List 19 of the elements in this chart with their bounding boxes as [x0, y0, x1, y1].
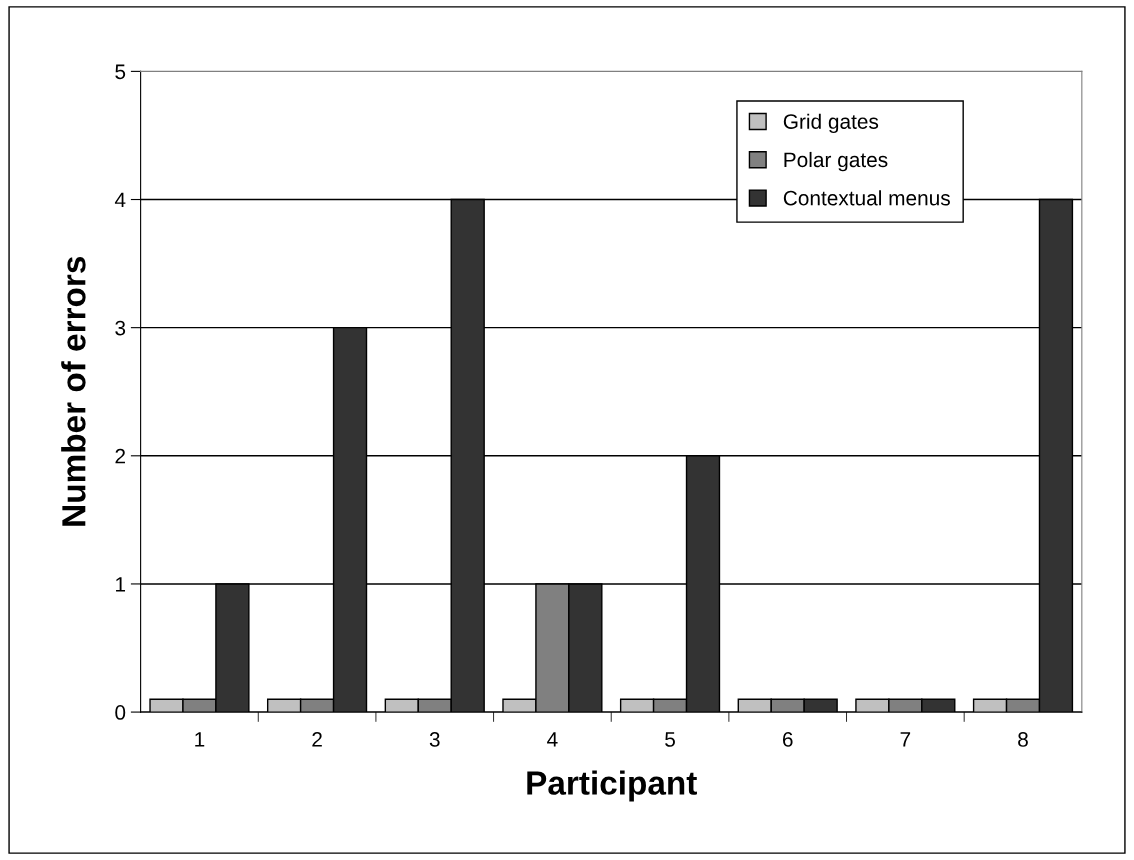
legend-label: Grid gates	[783, 113, 879, 134]
x-tick-label: 1	[195, 732, 205, 747]
y-axis-title: Number of errors	[61, 256, 86, 526]
y-tick-label: 2	[115, 448, 125, 464]
x-tick-label: 6	[782, 732, 793, 747]
x-tick-label: 2	[312, 732, 322, 747]
legend-label: Polar gates	[784, 151, 888, 172]
legend-label: Contextual menus	[783, 190, 950, 206]
x-tick-label: 8	[1018, 732, 1028, 747]
y-tick-label: 4	[114, 192, 126, 208]
y-tick-label: 0	[115, 705, 126, 720]
y-tick-label: 1	[116, 577, 126, 592]
x-tick-label: 7	[900, 732, 911, 747]
x-tick-label: 3	[429, 732, 440, 747]
x-axis-title: Participant	[527, 770, 697, 802]
x-tick-label: 5	[665, 732, 675, 747]
y-tick-label: 5	[115, 64, 126, 80]
x-tick-label: 4	[547, 732, 558, 747]
y-tick-label: 3	[115, 320, 126, 336]
